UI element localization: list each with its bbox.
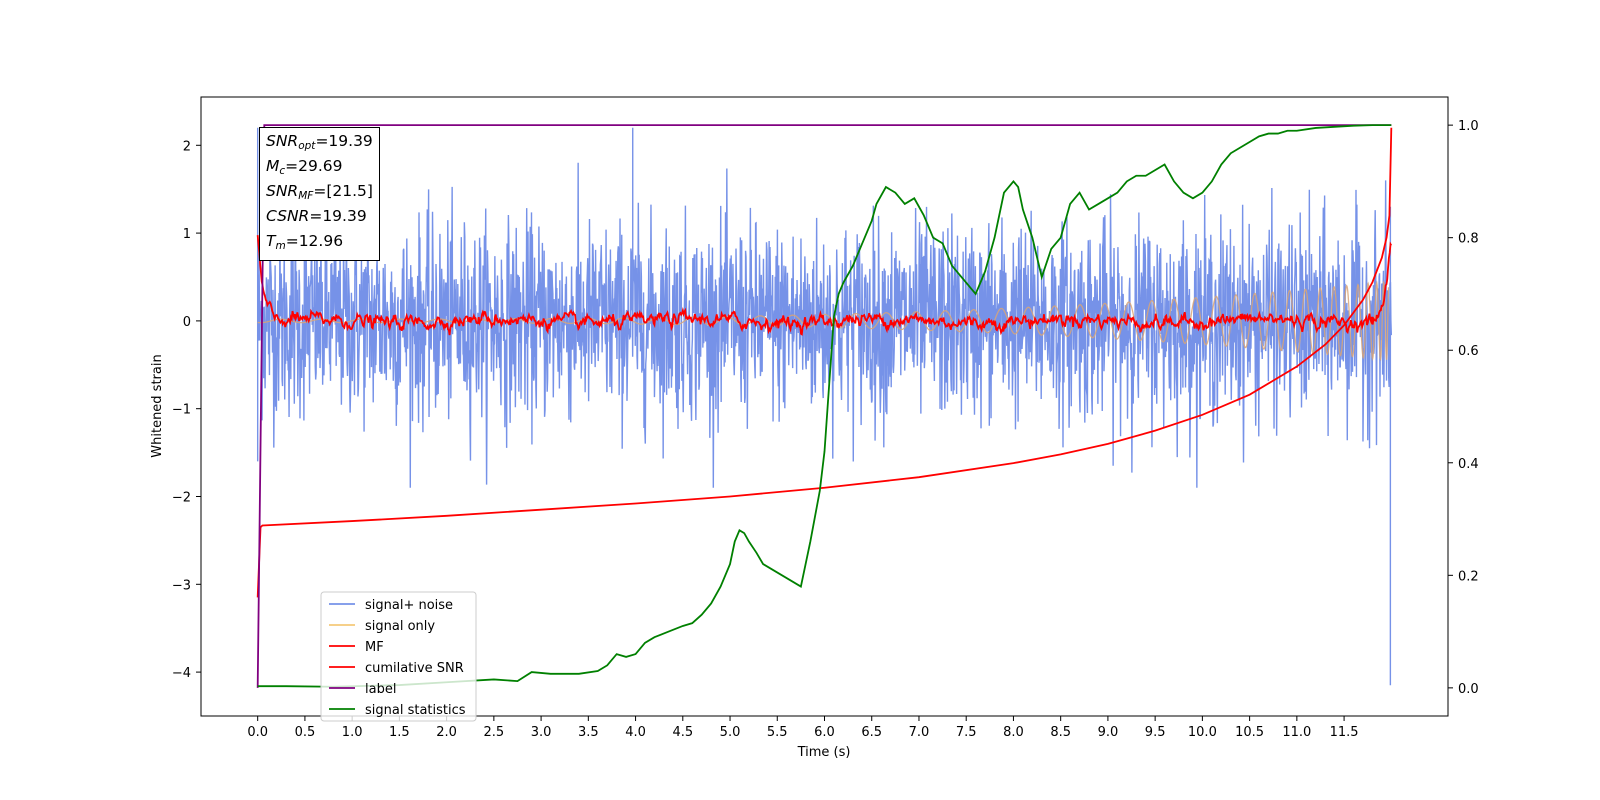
- x-tick-label: 11.5: [1330, 725, 1359, 740]
- legend-box: [320, 591, 477, 722]
- y-left-tick-label: 0: [183, 315, 191, 330]
- x-tick-label: 10.5: [1235, 725, 1264, 740]
- x-tick-label: 4.0: [625, 725, 646, 740]
- y-right-tick-label: 0.0: [1458, 682, 1479, 697]
- stats-line-snr-mf: SNRMF=[21.5]: [266, 182, 373, 202]
- stats-line-tm: Tm=12.96: [266, 232, 344, 252]
- x-tick-label: 9.5: [1145, 725, 1166, 740]
- legend-entry-label: signal only: [365, 619, 435, 634]
- stats-line-snr-opt: SNRopt=19.39: [266, 132, 373, 152]
- x-tick-label: 2.0: [436, 725, 457, 740]
- x-tick-label: 9.0: [1098, 725, 1119, 740]
- x-tick-label: 11.0: [1282, 725, 1311, 740]
- x-tick-label: 8.5: [1050, 725, 1071, 740]
- x-tick-label: 1.0: [342, 725, 363, 740]
- stats-line-chirp-mass: Mc=29.69: [266, 157, 343, 177]
- x-tick-label: 10.0: [1188, 725, 1217, 740]
- legend-entry-label: signal+ noise: [365, 598, 453, 613]
- stats-line-csnr: CSNR=19.39: [266, 207, 367, 225]
- series-signal-noise-line: [256, 162, 1393, 488]
- x-tick-label: 6.5: [861, 725, 882, 740]
- x-axis-label: Time (s): [797, 745, 851, 760]
- y-left-tick-label: 2: [183, 139, 191, 154]
- y-axis-label: Whitened strain: [150, 354, 165, 457]
- y-right-tick-label: 0.2: [1458, 569, 1479, 584]
- series-signal-only-line: [257, 280, 1390, 362]
- y-left-tick-label: 1: [183, 227, 191, 242]
- series-mf-line: [256, 235, 1393, 336]
- legend-entry-label: MF: [365, 640, 384, 655]
- x-tick-label: 5.5: [767, 725, 788, 740]
- y-left-tick-label: −2: [172, 490, 191, 505]
- x-tick-label: 5.0: [720, 725, 741, 740]
- x-tick-label: 3.0: [531, 725, 552, 740]
- x-tick-label: 7.5: [956, 725, 977, 740]
- y-right-tick-label: 0.6: [1458, 344, 1479, 359]
- legend-entry-label: signal statistics: [365, 703, 466, 718]
- x-tick-label: 4.5: [672, 725, 693, 740]
- y-left-tick-label: −1: [172, 403, 191, 418]
- x-tick-label: 0.5: [295, 725, 316, 740]
- legend-entry-label: label: [365, 682, 396, 697]
- series-label-line: [256, 124, 1392, 688]
- y-right-tick-label: 0.4: [1458, 457, 1479, 472]
- x-tick-label: 8.0: [1003, 725, 1024, 740]
- x-tick-label: 1.5: [389, 725, 410, 740]
- x-tick-label: 0.0: [247, 725, 268, 740]
- y-left-tick-label: −3: [172, 578, 191, 593]
- y-right-tick-label: 0.8: [1458, 232, 1479, 247]
- series-cumulative-snr-line: [256, 127, 1393, 598]
- x-tick-label: 3.5: [578, 725, 599, 740]
- y-right-tick-label: 1.0: [1458, 119, 1479, 134]
- x-tick-label: 6.0: [814, 725, 835, 740]
- series-signal-statistics-line: [257, 124, 1392, 688]
- x-tick-label: 7.0: [909, 725, 930, 740]
- stats-annotation-box: SNRopt=19.39 Mc=29.69 SNRMF=[21.5] CSNR=…: [259, 127, 380, 261]
- y-left-tick-label: −4: [172, 666, 191, 681]
- legend-entry-label: cumilative SNR: [365, 661, 464, 676]
- x-tick-label: 2.5: [484, 725, 505, 740]
